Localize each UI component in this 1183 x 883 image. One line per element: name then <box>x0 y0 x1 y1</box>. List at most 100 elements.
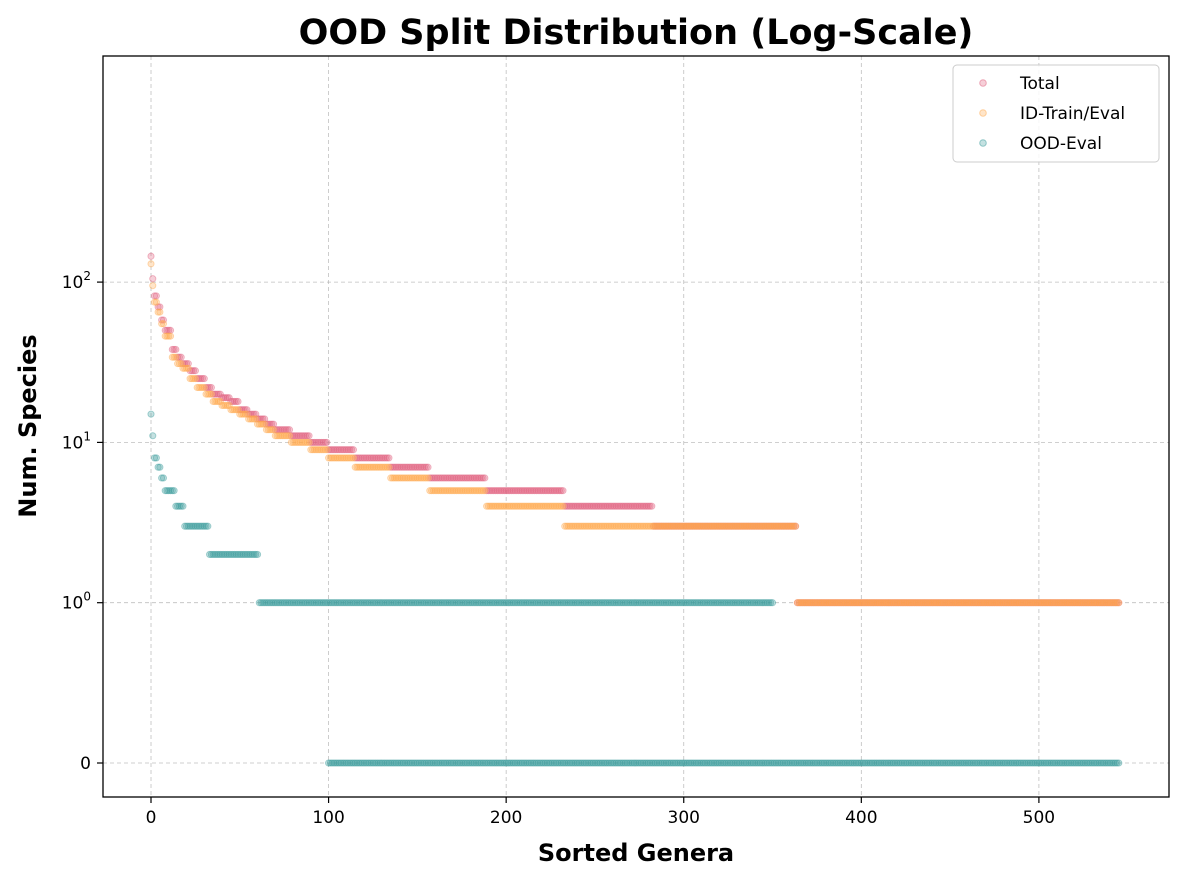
data-point <box>401 463 409 471</box>
data-point <box>433 474 441 482</box>
data-point <box>664 522 672 530</box>
data-point <box>170 487 178 495</box>
data-point <box>557 487 565 495</box>
data-point <box>392 463 400 471</box>
data-point <box>463 474 471 482</box>
data-point <box>857 599 865 607</box>
data-point <box>713 522 722 530</box>
data-point <box>445 474 453 482</box>
data-point <box>193 375 201 383</box>
data-point <box>184 360 192 368</box>
data-point <box>895 599 903 607</box>
data-point <box>571 502 579 510</box>
data-point <box>751 522 759 530</box>
data-point <box>234 397 242 406</box>
data-point <box>381 454 389 462</box>
data-point <box>356 454 365 462</box>
data-point <box>561 502 569 510</box>
data-point <box>204 383 212 392</box>
x-tick-label: 500 <box>1023 808 1055 828</box>
data-point <box>289 432 297 440</box>
data-point <box>497 487 505 495</box>
data-point <box>937 599 945 607</box>
data-point <box>774 522 782 530</box>
data-point <box>580 502 588 510</box>
data-point <box>241 406 249 414</box>
data-point <box>406 463 414 471</box>
data-point <box>797 599 805 607</box>
data-point <box>271 426 279 434</box>
data-point <box>685 522 693 530</box>
data-point <box>483 487 491 495</box>
data-point <box>632 502 640 510</box>
data-point <box>609 502 617 510</box>
data-point <box>204 522 212 530</box>
data-point <box>900 599 908 607</box>
data-point <box>710 522 718 530</box>
data-point <box>708 522 716 530</box>
data-point <box>477 474 485 482</box>
data-point <box>934 599 942 607</box>
data-point <box>848 599 856 607</box>
data-point <box>687 522 695 530</box>
data-point <box>974 599 983 607</box>
data-point <box>454 474 462 482</box>
data-point <box>468 474 476 482</box>
data-point <box>996 599 1004 607</box>
data-point <box>676 522 684 530</box>
y-axis-label: Num. Species <box>14 334 42 517</box>
data-point <box>293 432 301 440</box>
data-point <box>902 599 910 607</box>
data-point <box>919 599 928 607</box>
data-point <box>951 599 959 607</box>
data-point <box>541 487 549 495</box>
data-point <box>314 438 322 446</box>
data-point <box>594 502 603 510</box>
data-point <box>863 599 871 607</box>
data-point <box>277 426 285 434</box>
data-point <box>880 599 888 607</box>
data-point <box>889 599 897 607</box>
data-point <box>779 522 787 530</box>
data-point <box>470 474 478 482</box>
data-point <box>149 275 157 283</box>
data-point <box>353 454 361 462</box>
data-point <box>784 522 793 530</box>
data-point <box>238 406 246 414</box>
data-point <box>552 487 560 495</box>
data-point <box>941 599 949 607</box>
data-point <box>531 487 539 495</box>
data-point <box>651 522 659 530</box>
data-point <box>845 599 853 607</box>
data-point <box>767 522 775 530</box>
data-point <box>447 474 455 482</box>
data-point <box>824 599 832 607</box>
data-point <box>614 502 622 510</box>
data-point <box>1115 599 1123 607</box>
data-point <box>333 446 342 454</box>
data-point <box>543 487 551 495</box>
data-point <box>776 522 784 530</box>
data-point <box>603 502 611 510</box>
data-point <box>246 410 254 418</box>
data-point <box>161 326 169 334</box>
data-point <box>768 522 777 530</box>
data-point <box>438 474 446 482</box>
data-point <box>753 522 761 530</box>
data-point <box>380 454 388 462</box>
data-point <box>385 454 393 462</box>
data-point <box>491 487 500 495</box>
data-point <box>662 522 670 530</box>
data-point <box>589 502 597 510</box>
data-point <box>284 426 292 434</box>
data-point <box>257 415 265 423</box>
data-point <box>522 487 530 495</box>
data-point <box>420 463 429 471</box>
data-point <box>834 599 842 607</box>
data-point <box>190 367 198 375</box>
data-point <box>822 599 830 607</box>
data-point <box>868 599 876 607</box>
data-point <box>893 599 901 607</box>
data-point <box>564 502 572 510</box>
data-point <box>374 454 382 462</box>
